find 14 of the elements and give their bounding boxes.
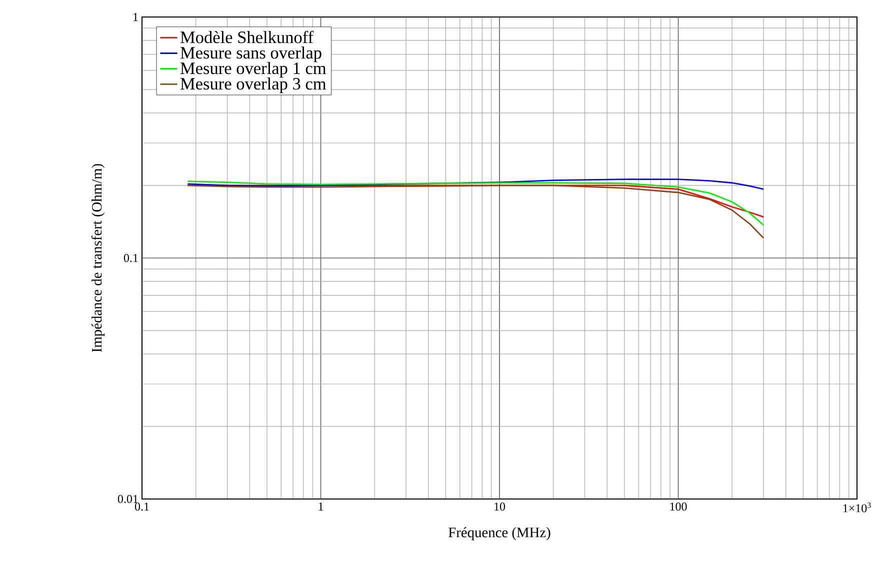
x-tick-label: 1 xyxy=(318,502,324,510)
y-tick-label: 0.01 xyxy=(118,494,138,504)
x-axis-title: Fréquence (MHz) xyxy=(448,527,550,540)
y-axis-title: Impédance de transfert (Ohm/m) xyxy=(91,164,105,352)
x-tick-label: 10 xyxy=(494,502,506,511)
y-tick-label: 0.1 xyxy=(124,254,138,262)
x-tick-label: 0.1 xyxy=(134,502,149,511)
y-tick-label: 1 xyxy=(134,13,138,21)
legend-label: Mesure overlap 3 cm xyxy=(180,77,326,94)
legend-label: Modèle Shelkunoff xyxy=(180,30,314,44)
x-tick-label: 1×10$^{3}$ xyxy=(843,502,871,512)
legend-label: Mesure sans overlap xyxy=(180,46,322,62)
legend-label: Mesure overlap 1 cm xyxy=(180,62,326,78)
x-tick-label: 100 xyxy=(670,502,687,511)
